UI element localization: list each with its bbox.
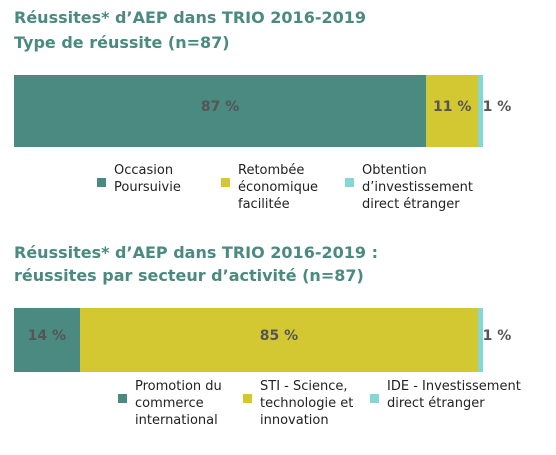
legend-label: Obtention d’investissement direct étrang… [362,163,473,212]
legend-label: Retombée économique facilitée [238,163,319,212]
chart-title: Réussites* d’AEP dans TRIO 2016-2019 [14,8,366,27]
value-label: 87 % [200,99,240,115]
legend-swatch [221,178,230,187]
bar-segment [79,308,479,372]
legend-swatch [345,178,354,187]
legend-swatch [370,394,379,403]
bar-segment [14,75,427,147]
chart-subtitle: Type de réussite (n=87) [14,33,230,52]
bar-segment [14,308,80,372]
chart-subtitle: réussites par secteur d’activité (n=87) [14,266,364,285]
value-label: 14 % [27,328,67,344]
value-label: 1 % [482,99,512,115]
legend-swatch [118,394,127,403]
bar-segment [426,75,479,147]
legend-label: Occasion Poursuivie [114,163,181,195]
value-label: 11 % [433,99,472,115]
legend-label: STI - Science, technologie et innovation [260,379,354,428]
chart-title: Réussites* d’AEP dans TRIO 2016-2019 : [14,243,378,262]
legend-swatch [97,178,106,187]
legend-label: Promotion du commerce international [135,379,222,428]
legend-label: IDE - Investissement direct étranger [387,379,521,411]
bar-segment [478,75,483,147]
value-label: 1 % [482,328,512,344]
value-label: 85 % [259,328,299,344]
legend-swatch [243,394,252,403]
bar-segment [478,308,483,372]
